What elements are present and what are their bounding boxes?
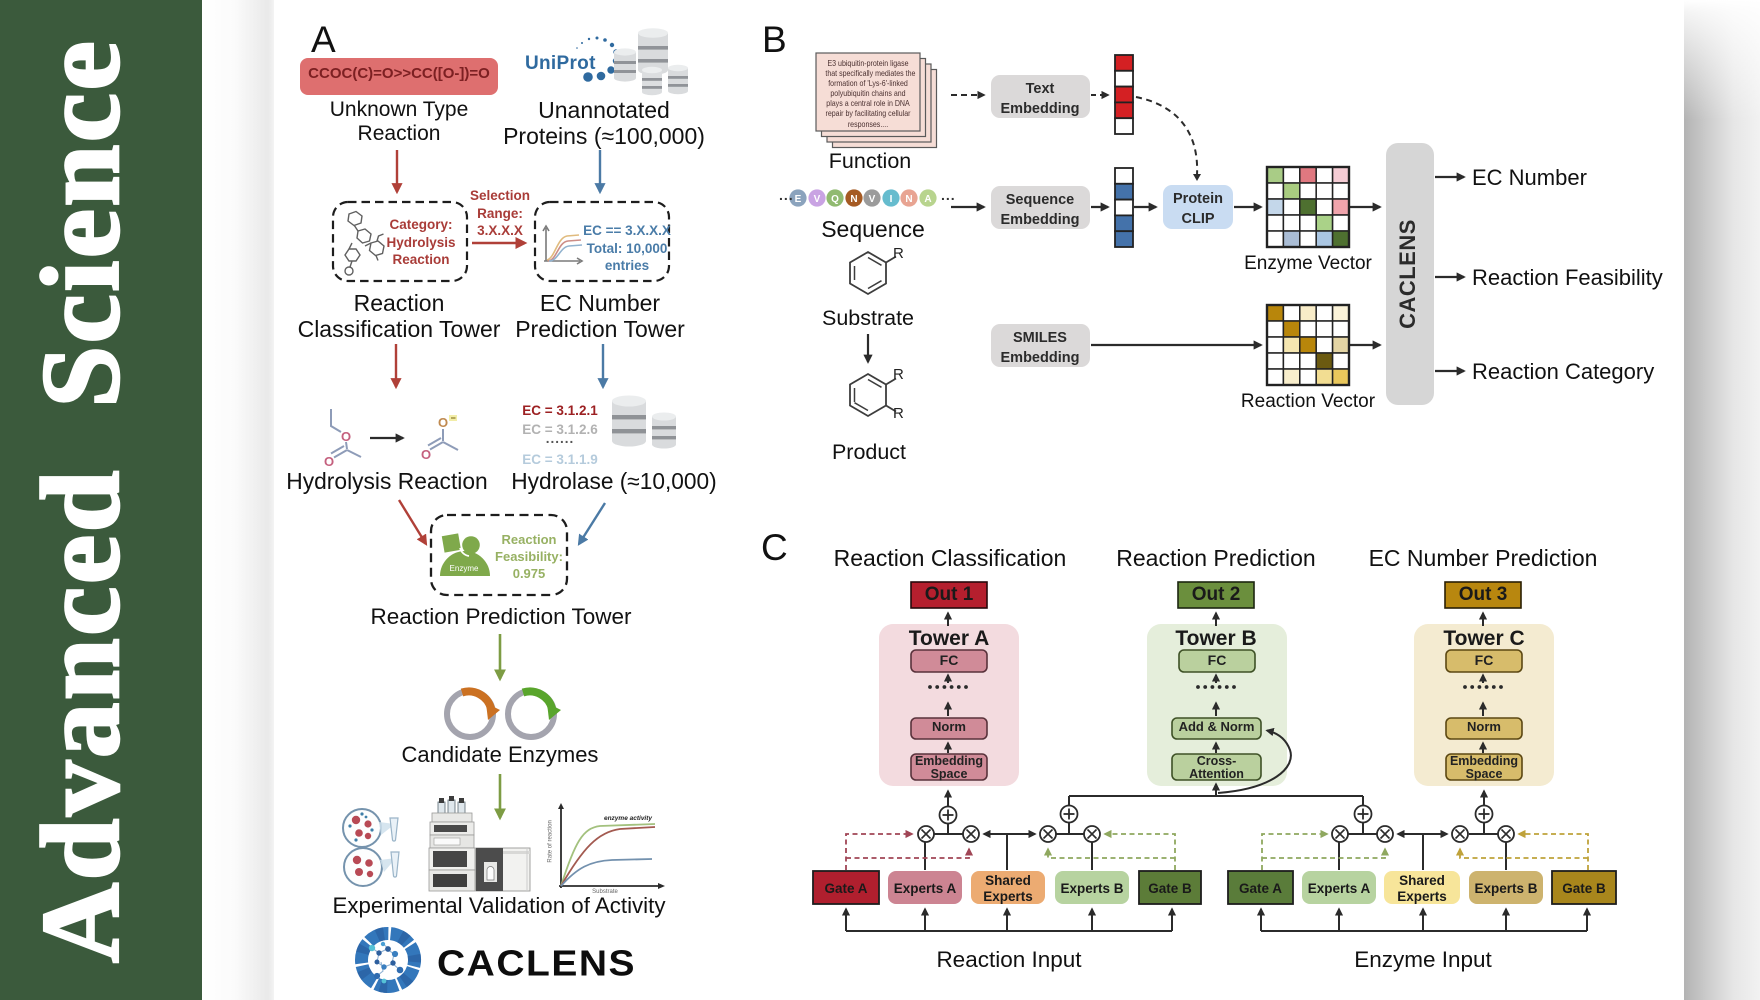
svg-text:Q: Q <box>831 194 839 205</box>
svg-text:A: A <box>924 194 931 205</box>
svg-text:N: N <box>905 194 912 205</box>
svg-text:E: E <box>795 194 802 205</box>
svg-text:V: V <box>869 194 876 205</box>
svg-text:N: N <box>850 194 857 205</box>
svg-text:O: O <box>341 429 351 444</box>
svg-text:O: O <box>421 447 431 462</box>
svg-text:O: O <box>324 454 334 469</box>
svg-text:V: V <box>814 194 821 205</box>
svg-text:Enzyme: Enzyme <box>450 564 479 573</box>
svg-text:I: I <box>890 194 893 205</box>
svg-text:O: O <box>438 415 448 430</box>
